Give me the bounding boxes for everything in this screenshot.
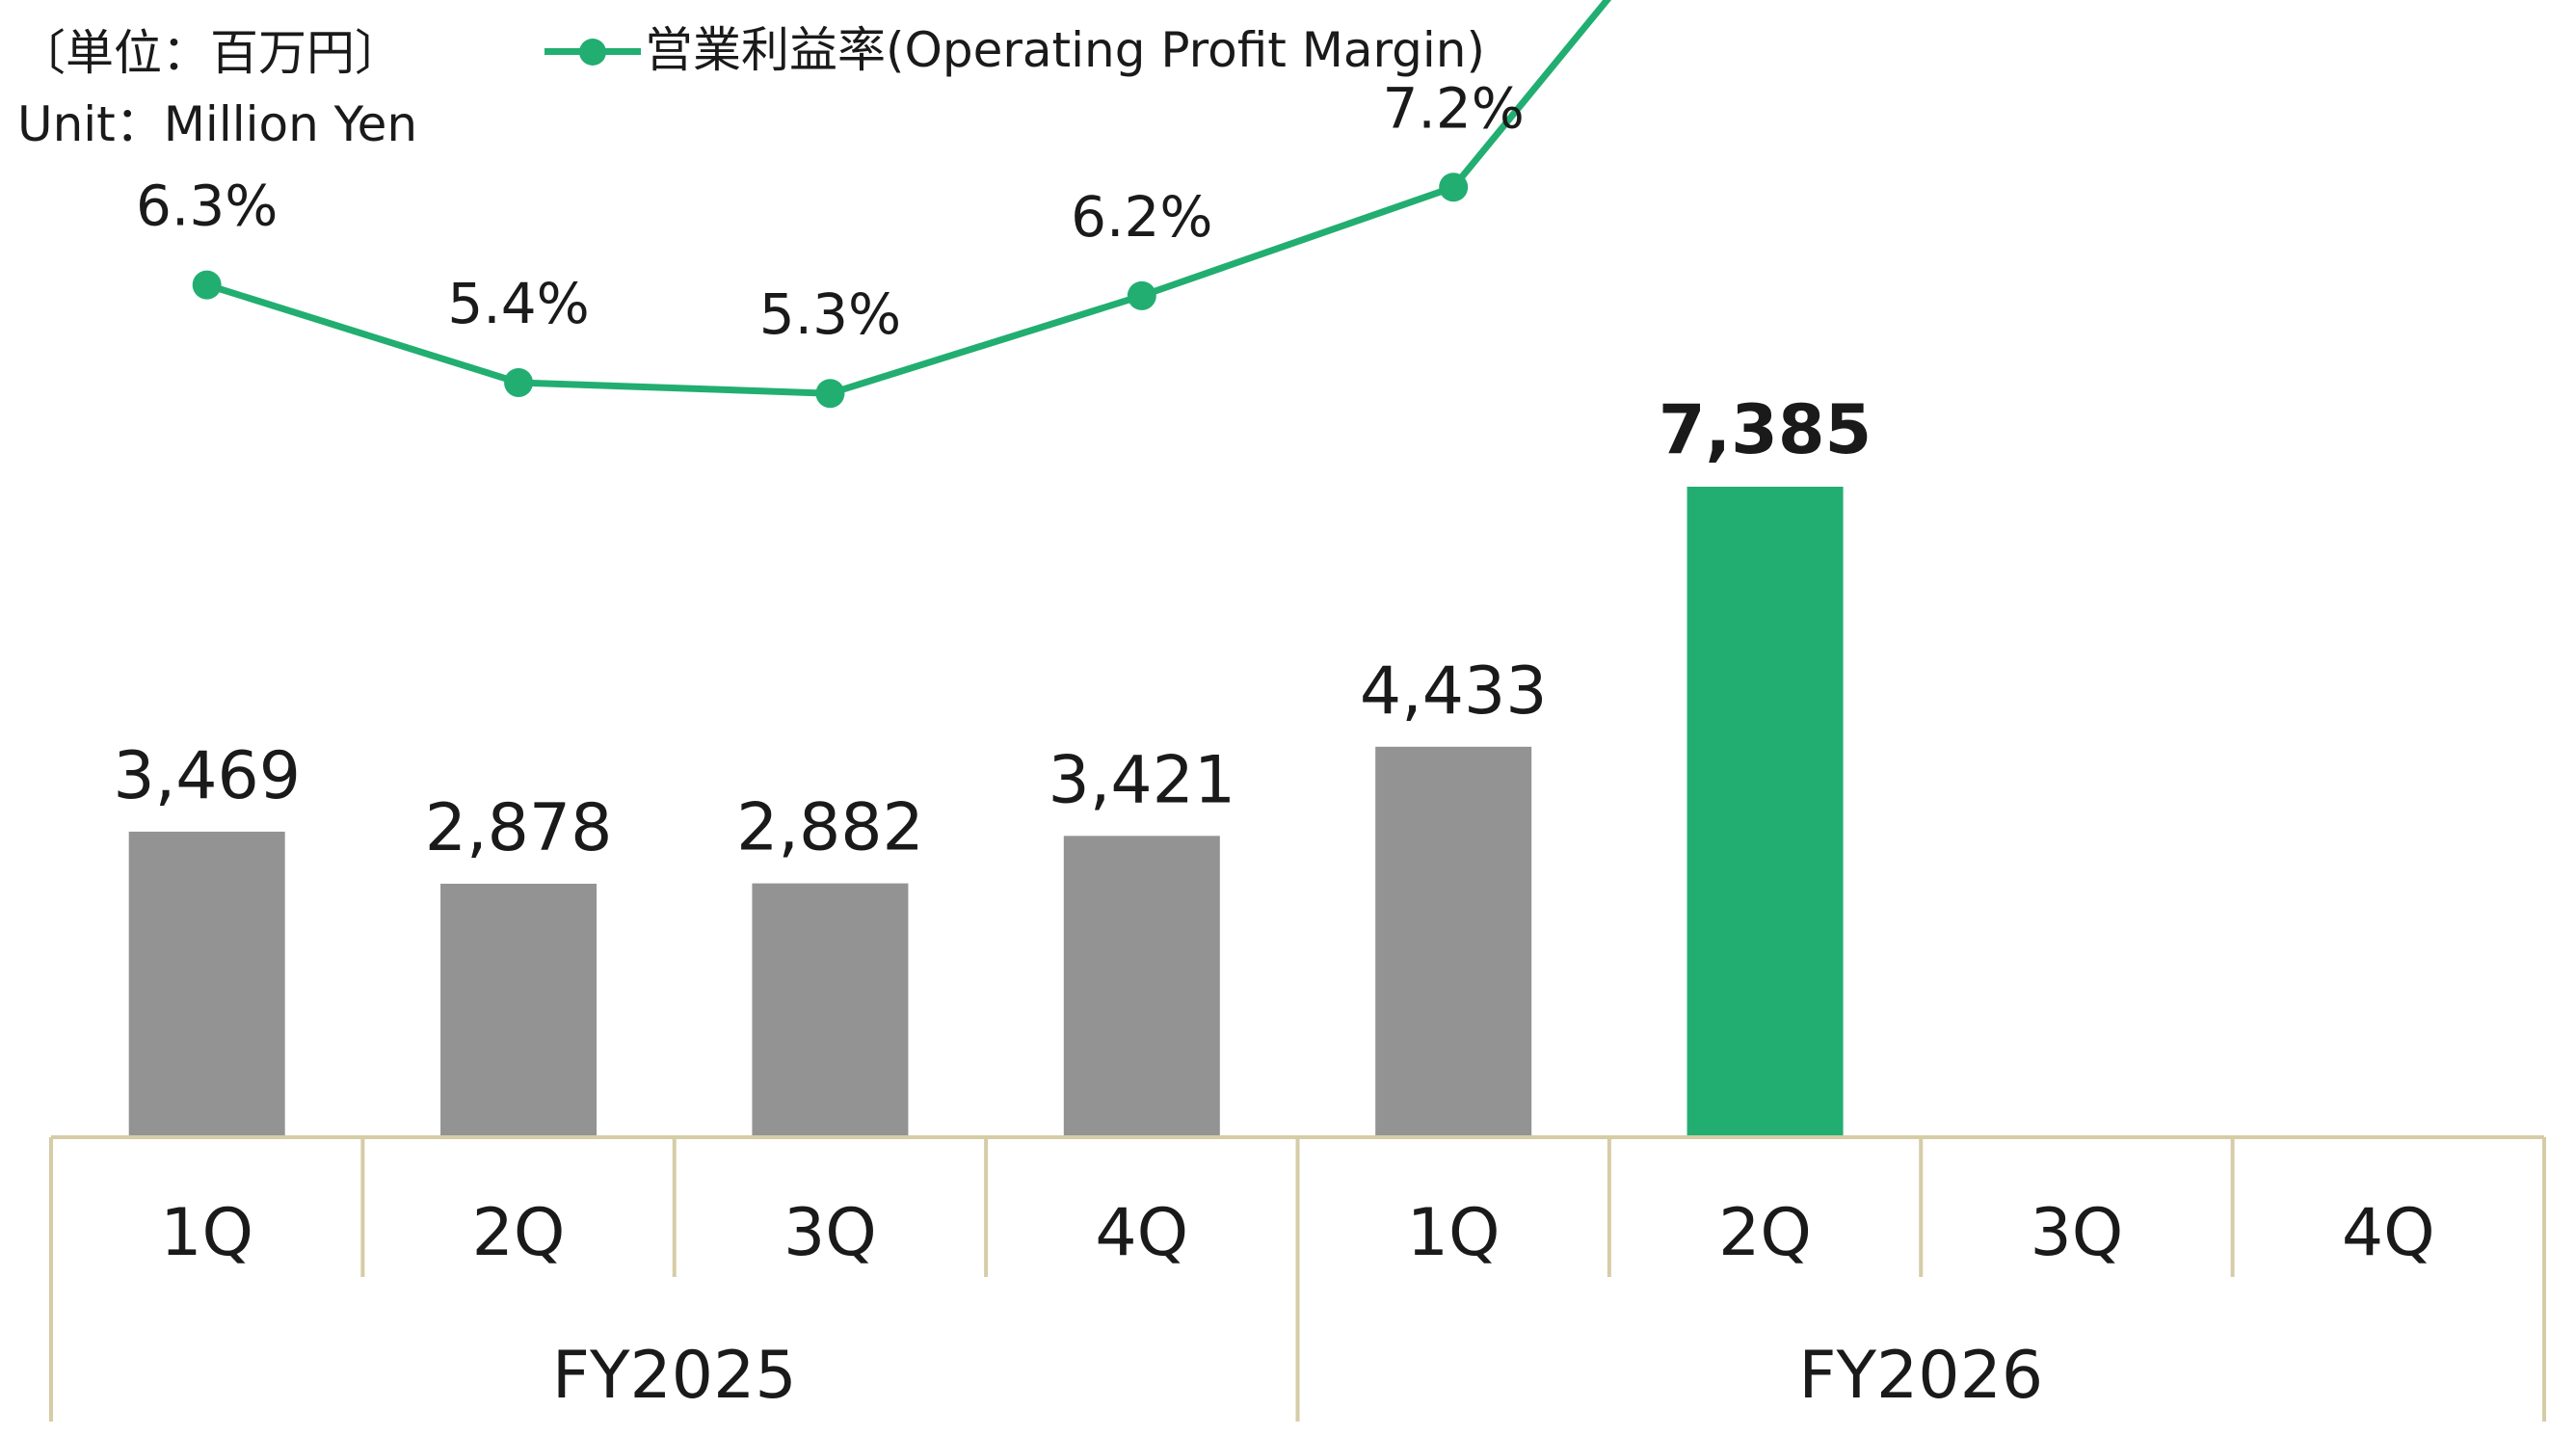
bar-4	[1375, 746, 1532, 1137]
margin-label-0: 6.3%	[136, 173, 278, 239]
legend: 営業利益率(Operating Profit Margin)	[544, 21, 1485, 79]
unit-label-en: Unit：Million Yen	[17, 96, 418, 152]
margin-label-2: 5.3%	[759, 281, 901, 347]
bar-label-4: 4,433	[1360, 653, 1548, 730]
margin-line	[205, 0, 1612, 397]
bar-label-2: 2,882	[736, 790, 924, 866]
margin-label-1: 5.4%	[447, 271, 589, 336]
bar-label-5: 7,385	[1659, 390, 1872, 469]
margin-label-3: 6.2%	[1071, 184, 1212, 250]
legend-line-marker	[544, 21, 641, 79]
bar-1	[440, 883, 598, 1137]
category-label-5: 2Q	[1718, 1195, 1812, 1271]
legend-label: 営業利益率(Operating Profit Margin)	[645, 22, 1485, 78]
bar-0	[128, 831, 285, 1137]
margin-point-0	[192, 270, 222, 300]
category-label-0: 1Q	[160, 1195, 253, 1271]
group-label-1: FY2026	[1798, 1338, 2043, 1414]
margin-label-4: 7.2%	[1383, 75, 1525, 141]
bar-2	[752, 883, 909, 1137]
bar-5	[1686, 487, 1844, 1137]
bar-3	[1063, 836, 1220, 1137]
category-label-2: 3Q	[783, 1195, 877, 1271]
bar-label-1: 2,878	[425, 790, 613, 866]
category-label-1: 2Q	[472, 1195, 566, 1271]
category-label-6: 3Q	[2031, 1195, 2124, 1271]
margin-point-1	[504, 367, 534, 397]
margin-point-4	[1439, 173, 1469, 202]
bar-label-0: 3,469	[113, 738, 301, 814]
group-label-0: FY2025	[552, 1338, 797, 1414]
margin-point-3	[1127, 280, 1156, 310]
category-label-7: 4Q	[2342, 1195, 2435, 1271]
margin-point-2	[815, 379, 845, 409]
bar-label-3: 3,421	[1048, 742, 1235, 818]
category-label-3: 4Q	[1095, 1195, 1188, 1271]
unit-label-jp: 〔単位：百万円〕	[17, 25, 403, 81]
category-label-4: 1Q	[1407, 1195, 1500, 1271]
